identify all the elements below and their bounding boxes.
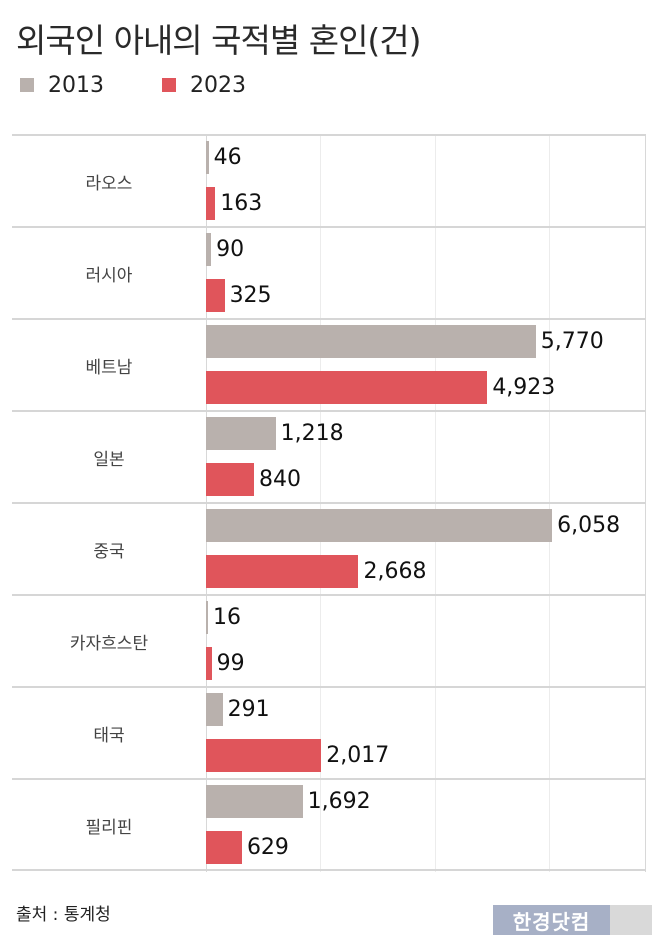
category-label: 러시아 [85, 265, 133, 286]
legend: 2013 2023 [20, 70, 304, 100]
bar-2013 [206, 141, 209, 174]
bar-2013 [206, 233, 212, 266]
bar-2013 [206, 417, 276, 450]
value-label-2023: 2,668 [363, 559, 427, 584]
bar-2013 [206, 785, 303, 818]
category-row: 라오스 46 163 [12, 134, 646, 226]
category-label: 일본 [93, 449, 125, 470]
chart-title: 외국인 아내의 국적별 혼인(건) [16, 21, 422, 60]
category-label: 라오스 [85, 173, 133, 194]
legend-swatch-2023 [162, 78, 176, 92]
logo-tail-block [610, 905, 652, 935]
bar-2023 [206, 555, 359, 588]
publisher-logo: 한경닷컴 [493, 905, 652, 935]
bar-2013 [206, 693, 223, 726]
value-label-2013: 291 [227, 697, 270, 722]
value-label-2013: 6,058 [557, 513, 621, 538]
category-row: 필리핀 1,692 629 [12, 778, 646, 871]
legend-item-2013: 2013 [20, 73, 104, 98]
bar-2013 [206, 325, 536, 358]
category-row: 일본 1,218 840 [12, 410, 646, 502]
bar-2013 [206, 509, 553, 542]
category-label: 태국 [93, 725, 125, 746]
category-label: 중국 [93, 541, 125, 562]
value-label-2013: 1,692 [307, 789, 371, 814]
legend-swatch-2013 [20, 78, 34, 92]
legend-label-2013: 2013 [48, 72, 104, 98]
bar-2013 [206, 601, 208, 634]
value-label-2013: 90 [216, 237, 245, 262]
bar-2023 [206, 187, 216, 220]
category-row: 카자흐스탄 16 99 [12, 594, 646, 686]
bar-2023 [206, 279, 225, 312]
bar-2023 [206, 463, 254, 496]
category-label: 베트남 [85, 357, 133, 378]
category-label: 필리핀 [85, 817, 133, 838]
value-label-2023: 99 [216, 651, 245, 676]
bar-2023 [206, 831, 242, 864]
value-label-2023: 4,923 [492, 375, 556, 400]
category-label: 카자흐스탄 [69, 633, 149, 654]
value-label-2023: 163 [220, 191, 263, 216]
value-label-2013: 5,770 [540, 329, 604, 354]
value-label-2023: 325 [229, 283, 272, 308]
value-label-2023: 629 [246, 835, 289, 860]
bar-2023 [206, 739, 322, 772]
value-label-2013: 16 [213, 605, 241, 630]
bar-2023 [206, 371, 488, 404]
legend-label-2023: 2023 [190, 72, 246, 98]
value-label-2023: 2,017 [326, 743, 390, 768]
value-label-2013: 1,218 [280, 421, 344, 446]
category-row: 중국 6,058 2,668 [12, 502, 646, 594]
value-label-2023: 840 [259, 467, 301, 492]
source-note: 출처 : 통계청 [16, 905, 111, 925]
category-row: 태국 291 2,017 [12, 686, 646, 778]
value-label-2013: 46 [213, 145, 242, 170]
category-row: 러시아 90 325 [12, 226, 646, 318]
bar-2023 [206, 647, 212, 680]
category-row: 베트남 5,770 4,923 [12, 318, 646, 410]
bar-chart: 라오스 46 163 러시아 90 325 베트남 5,770 4,923 일본 1,218 840 중… [12, 134, 646, 872]
legend-item-2023: 2023 [162, 73, 246, 98]
logo-text: 한경닷컴 [493, 905, 610, 935]
